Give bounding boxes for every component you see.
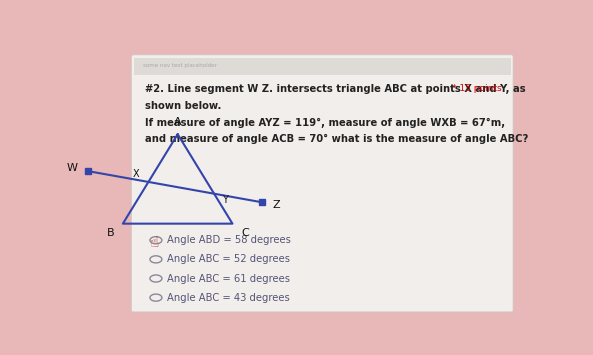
Text: some nav text placeholder: some nav text placeholder [143,63,217,68]
FancyBboxPatch shape [132,55,513,312]
Text: A: A [174,117,181,127]
FancyBboxPatch shape [134,58,511,75]
Text: C: C [241,228,249,238]
Text: Angle ABC = 61 degrees: Angle ABC = 61 degrees [167,273,290,284]
Text: If measure of angle AYZ = 119°, measure of angle WXB = 67°m,: If measure of angle AYZ = 119°, measure … [145,118,505,128]
Text: shown below.: shown below. [145,102,222,111]
Text: ☝: ☝ [150,235,159,250]
Text: Angle ABC = 52 degrees: Angle ABC = 52 degrees [167,255,290,264]
Text: #2. Line segment W Z. intersects triangle ABC at points X and Y, as: #2. Line segment W Z. intersects triangl… [145,84,526,94]
Text: X: X [133,169,139,179]
Text: and measure of angle ACB = 70° what is the measure of angle ABC?: and measure of angle ACB = 70° what is t… [145,134,529,144]
Text: Z: Z [272,200,280,210]
Text: * 15 points: * 15 points [452,84,502,93]
Text: B: B [107,228,114,238]
Text: Y: Y [222,195,228,205]
Text: W: W [67,163,78,173]
Text: Angle ABD = 58 degrees: Angle ABD = 58 degrees [167,235,291,245]
Text: Angle ABC = 43 degrees: Angle ABC = 43 degrees [167,293,290,302]
